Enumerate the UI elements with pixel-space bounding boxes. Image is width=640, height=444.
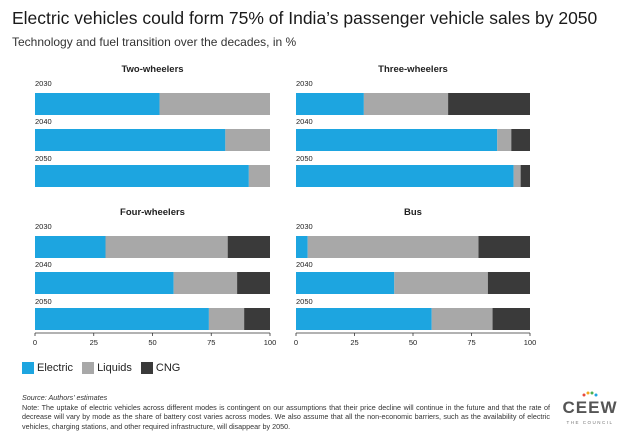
x-tick-label-four-wheelers-75: 75: [207, 338, 215, 347]
note-text: Note: The uptake of electric vehicles ac…: [22, 403, 550, 431]
bar-four-wheelers-2030-cng: [227, 236, 270, 258]
bar-two-wheelers-2050-liquids: [248, 165, 270, 187]
bar-four-wheelers-2040-liquids: [173, 272, 238, 294]
bar-three-wheelers-2040-electric: [296, 129, 498, 151]
bar-three-wheelers-2030-electric: [296, 93, 364, 115]
x-tick-label-bus-50: 50: [409, 338, 417, 347]
logo-dots-icon: [582, 391, 598, 397]
chart-title: Electric vehicles could form 75% of Indi…: [12, 8, 598, 28]
panel-title-bus: Bus: [404, 207, 422, 218]
year-label-bus-2030: 2030: [296, 222, 313, 231]
x-tick-label-four-wheelers-25: 25: [90, 338, 98, 347]
bar-two-wheelers-2050-electric: [35, 165, 249, 187]
year-label-two-wheelers-2030: 2030: [35, 79, 52, 88]
year-label-two-wheelers-2050: 2050: [35, 154, 52, 163]
legend-label-liquids: Liquids: [97, 362, 132, 374]
bar-bus-2040-liquids: [394, 272, 488, 294]
year-label-four-wheelers-2030: 2030: [35, 222, 52, 231]
bar-bus-2050-electric: [296, 308, 432, 330]
bar-three-wheelers-2050-electric: [296, 165, 514, 187]
legend-item-liquids: Liquids: [82, 362, 132, 374]
bar-two-wheelers-2040-liquids: [225, 129, 270, 151]
ceew-logo: CEEW THE COUNCIL: [560, 390, 620, 434]
year-label-three-wheelers-2050: 2050: [296, 154, 313, 163]
legend-label-electric: Electric: [37, 362, 74, 374]
bar-bus-2030-electric: [296, 236, 308, 258]
chart-subtitle: Technology and fuel transition over the …: [12, 35, 297, 49]
legend-swatch-electric: [22, 362, 34, 374]
x-tick-label-four-wheelers-100: 100: [264, 338, 277, 347]
bar-bus-2050-liquids: [431, 308, 493, 330]
bar-two-wheelers-2030-liquids: [159, 93, 270, 115]
legend-item-cng: CNG: [140, 362, 181, 374]
year-label-three-wheelers-2040: 2040: [296, 117, 313, 126]
bar-bus-2050-cng: [492, 308, 530, 330]
source-text: Source: Authors’ estimates: [22, 393, 108, 402]
x-tick-label-bus-100: 100: [524, 338, 537, 347]
bar-two-wheelers-2040-electric: [35, 129, 226, 151]
logo-wordmark: CEEW: [562, 398, 618, 417]
bar-three-wheelers-2050-liquids: [513, 165, 521, 187]
bar-four-wheelers-2050-cng: [244, 308, 270, 330]
year-label-four-wheelers-2050: 2050: [35, 297, 52, 306]
x-tick-label-bus-0: 0: [294, 338, 298, 347]
bar-three-wheelers-2030-cng: [448, 93, 530, 115]
panel-title-four-wheelers: Four-wheelers: [120, 207, 185, 218]
x-tick-label-four-wheelers-50: 50: [148, 338, 156, 347]
bar-three-wheelers-2040-liquids: [497, 129, 512, 151]
bar-four-wheelers-2050-electric: [35, 308, 209, 330]
bar-three-wheelers-2040-cng: [511, 129, 530, 151]
bar-bus-2030-liquids: [307, 236, 479, 258]
bar-four-wheelers-2030-liquids: [105, 236, 228, 258]
year-label-three-wheelers-2030: 2030: [296, 79, 313, 88]
logo-tagline: THE COUNCIL: [566, 420, 614, 425]
bar-bus-2030-cng: [478, 236, 530, 258]
bar-two-wheelers-2030-electric: [35, 93, 160, 115]
legend-swatch-liquids: [82, 362, 95, 374]
x-tick-label-bus-25: 25: [350, 338, 358, 347]
panel-title-two-wheelers: Two-wheelers: [121, 64, 183, 75]
bar-four-wheelers-2040-electric: [35, 272, 174, 294]
bar-bus-2040-cng: [487, 272, 530, 294]
bar-four-wheelers-2050-liquids: [208, 308, 245, 330]
panel-title-three-wheelers: Three-wheelers: [378, 64, 448, 75]
chart-legend: Electric Liquids CNG: [22, 362, 189, 374]
year-label-two-wheelers-2040: 2040: [35, 117, 52, 126]
bar-three-wheelers-2050-cng: [520, 165, 530, 187]
bar-bus-2040-electric: [296, 272, 395, 294]
x-tick-label-four-wheelers-0: 0: [33, 338, 37, 347]
bar-four-wheelers-2040-cng: [237, 272, 270, 294]
year-label-four-wheelers-2040: 2040: [35, 260, 52, 269]
year-label-bus-2040: 2040: [296, 260, 313, 269]
bar-three-wheelers-2030-liquids: [363, 93, 449, 115]
small-multiples-chart: Two-wheelers 2030 2040 2050 Three-wheelers 20…: [33, 64, 537, 347]
legend-label-cng: CNG: [155, 362, 181, 374]
bar-four-wheelers-2030-electric: [35, 236, 106, 258]
year-label-bus-2050: 2050: [296, 297, 313, 306]
x-tick-label-bus-75: 75: [467, 338, 475, 347]
legend-swatch-cng: [140, 362, 153, 374]
legend-item-electric: Electric: [22, 362, 73, 374]
